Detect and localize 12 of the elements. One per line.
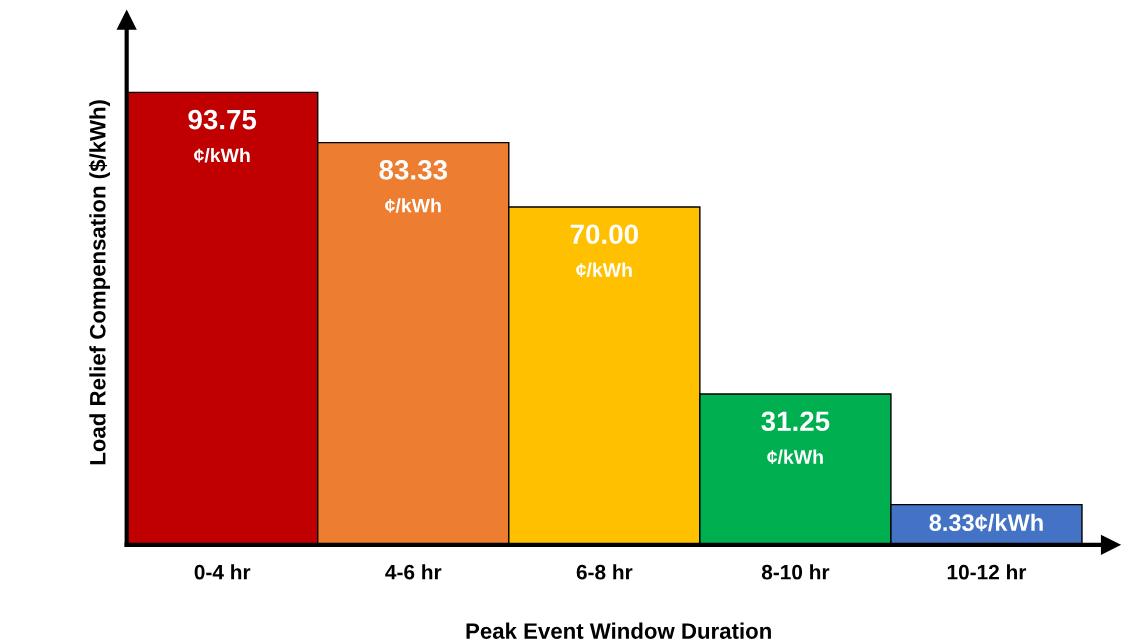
data-label: 70.00 ¢/kWh [570,224,638,278]
x-tick-label: 8-10 hr [761,564,830,580]
data-label: 83.33 ¢/kWh [379,160,448,213]
data-label: 93.75 ¢/kWh [188,109,257,163]
x-tick-label: 0-4 hr [194,564,251,580]
x-tick-label: 10-12 hr [947,564,1027,580]
data-label: 8.33¢/kWh [929,513,1043,532]
x-tick-label: 4-6 hr [385,564,442,580]
y-axis-title: Load Relief Compensation ($/kWh) [88,100,111,465]
x-tick-label: 6-8 hr [576,564,633,580]
x-axis-title: Peak Event Window Duration [466,622,771,639]
data-label: 31.25 ¢/kWh [761,411,830,465]
